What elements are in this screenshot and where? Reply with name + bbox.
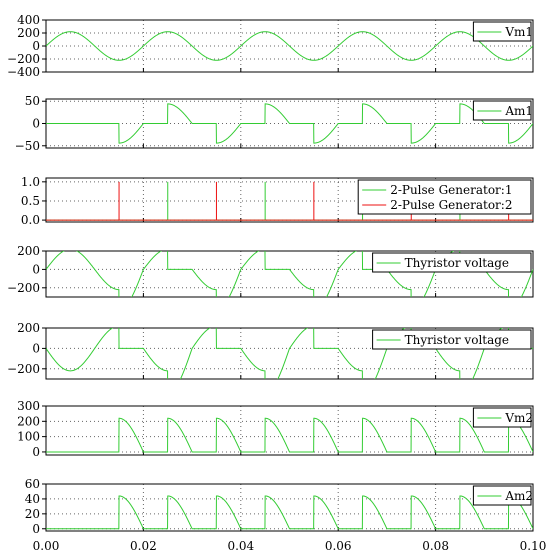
y-tick-label: −200 <box>7 52 40 66</box>
legend-box <box>472 21 532 42</box>
series-line-am1 <box>46 103 533 144</box>
panel-2: 50 0 −50 Am1 <box>15 94 534 153</box>
y-tick-label: 0 <box>32 445 40 459</box>
x-tick-label: 0.06 <box>325 539 352 553</box>
y-tick-label: 300 <box>17 399 40 413</box>
y-tick-label: 200 <box>17 26 40 40</box>
legend-label: Am1 <box>504 104 533 118</box>
legend-box <box>472 407 532 428</box>
y-tick-label: −200 <box>7 281 40 295</box>
y-tick-label: 100 <box>17 430 40 444</box>
y-tick-label: 0 <box>32 39 40 53</box>
panel-4: 200 0 −200 Thyristor voltage <box>7 244 534 298</box>
y-tick-label: 50 <box>25 94 40 108</box>
legend-label: Vm2 <box>504 411 533 425</box>
y-tick-label: 40 <box>25 492 40 506</box>
legend-box <box>357 179 532 215</box>
legend-label: Am2 <box>504 489 533 503</box>
legend-label: Vm1 <box>504 25 533 39</box>
legend-label: 2-Pulse Generator:1 <box>390 183 512 197</box>
panel-3: 1.0 0.5 0.0 2-Pulse Generator:12-Pulse Gene… <box>21 175 534 227</box>
legend-box <box>372 252 532 273</box>
series-line-vm2 <box>46 417 533 453</box>
x-tick-label: 0.00 <box>33 539 60 553</box>
y-tick-label: 0 <box>32 117 40 131</box>
panel-5: 200 0 −200 Thyristor voltage <box>7 321 534 380</box>
series-line-thyristor-voltage <box>46 251 533 297</box>
series-line-thyristor-voltage <box>46 328 533 379</box>
y-tick-label: 20 <box>25 507 40 521</box>
x-tick-label: 0.08 <box>422 539 449 553</box>
legend-label: Thyristor voltage <box>405 333 509 347</box>
legend-box <box>472 485 532 506</box>
y-tick-label: 200 <box>17 244 40 258</box>
y-tick-label: 400 <box>17 13 40 27</box>
series-line-am2 <box>46 495 533 530</box>
x-tick-label: 0.02 <box>130 539 157 553</box>
y-tick-label: 1.0 <box>21 175 40 189</box>
series-line-2-pulse-generator-2 <box>46 181 533 221</box>
x-tick-label: 0.04 <box>227 539 254 553</box>
y-tick-label: 0 <box>32 341 40 355</box>
legend-label: Thyristor voltage <box>405 256 509 270</box>
legend-box <box>472 100 532 121</box>
y-tick-label: 200 <box>17 414 40 428</box>
x-tick-label: 0.10 <box>520 539 547 553</box>
legend-box <box>372 329 532 350</box>
y-tick-label: −50 <box>15 139 40 153</box>
y-tick-label: 0 <box>32 262 40 276</box>
legend-label: 2-Pulse Generator:2 <box>390 198 512 212</box>
y-tick-label: −400 <box>7 65 40 79</box>
y-tick-label: 0 <box>32 522 40 536</box>
y-tick-label: 0.0 <box>21 213 40 227</box>
series-line-vm1 <box>46 31 533 61</box>
y-tick-label: −200 <box>7 362 40 376</box>
plot-frame <box>45 483 534 532</box>
plot-frame <box>45 405 534 456</box>
y-tick-label: 200 <box>17 321 40 335</box>
y-tick-label: 0.5 <box>21 194 40 208</box>
y-tick-label: 60 <box>25 477 40 491</box>
